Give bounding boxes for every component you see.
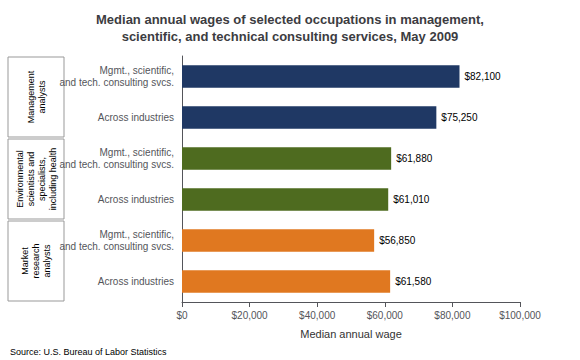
svg-text:scientific, and technical cons: scientific, and technical consulting ser…	[122, 29, 459, 44]
svg-text:scientists and: scientists and	[26, 152, 36, 207]
svg-text:analysts: analysts	[37, 80, 47, 114]
svg-text:including health: including health	[48, 148, 58, 211]
svg-text:and tech. consulting svcs.: and tech. consulting svcs.	[59, 77, 174, 88]
svg-text:Across industries: Across industries	[98, 194, 174, 205]
svg-text:analysts: analysts	[42, 244, 52, 278]
svg-text:Management: Management	[26, 70, 36, 123]
svg-text:$40,000: $40,000	[299, 310, 336, 321]
svg-text:$61,580: $61,580	[395, 276, 432, 287]
svg-text:$61,880: $61,880	[396, 153, 433, 164]
svg-text:specialists,: specialists,	[37, 157, 47, 201]
svg-text:$80,000: $80,000	[434, 310, 471, 321]
svg-text:Mgmt., scientific,: Mgmt., scientific,	[100, 65, 174, 76]
svg-text:$56,850: $56,850	[379, 235, 416, 246]
svg-text:$60,000: $60,000	[367, 310, 404, 321]
svg-text:Market: Market	[20, 247, 30, 275]
svg-text:Median annual wage: Median annual wage	[300, 328, 402, 340]
svg-text:Mgmt., scientific,: Mgmt., scientific,	[100, 147, 174, 158]
svg-text:Across industries: Across industries	[98, 112, 174, 123]
svg-text:Source: U.S. Bureau of Labor S: Source: U.S. Bureau of Labor Statistics	[10, 347, 167, 357]
svg-text:$75,250: $75,250	[441, 112, 478, 123]
svg-text:research: research	[31, 243, 41, 278]
svg-text:Median annual wages of selecte: Median annual wages of selected occupati…	[96, 12, 484, 27]
svg-text:$100,000: $100,000	[499, 310, 541, 321]
svg-text:and tech. consulting svcs.: and tech. consulting svcs.	[59, 241, 174, 252]
svg-text:Environmental: Environmental	[15, 150, 25, 208]
svg-text:$20,000: $20,000	[232, 310, 269, 321]
svg-text:Mgmt., scientific,: Mgmt., scientific,	[100, 229, 174, 240]
svg-text:$61,010: $61,010	[393, 194, 430, 205]
svg-text:$0: $0	[176, 310, 188, 321]
svg-text:$82,100: $82,100	[464, 71, 501, 82]
svg-text:Across industries: Across industries	[98, 276, 174, 287]
svg-text:and tech. consulting svcs.: and tech. consulting svcs.	[59, 159, 174, 170]
